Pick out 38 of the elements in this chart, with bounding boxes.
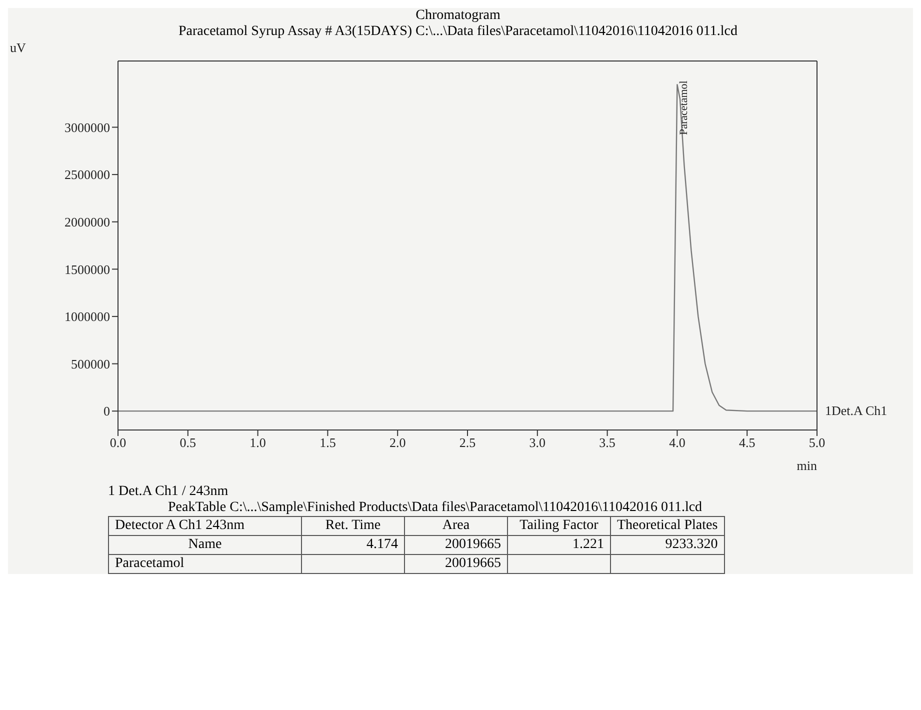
text: Name [188, 537, 222, 552]
x-tick-label: 0.5 [180, 435, 196, 450]
text: PeakTable C:\...\Sample\Finished Products\Data files\Paracetamol\11042016\11042016 011.lcd [168, 500, 704, 516]
category-label: Tailing Factor [508, 516, 610, 536]
category-label: Ret. Time [302, 516, 404, 536]
text: 20019665 [445, 556, 501, 571]
x-tick-label: 3.5 [599, 435, 616, 450]
chart-title: Chromatogram [414, 8, 502, 24]
x-tick-label: 4.0 [669, 435, 686, 450]
y-tick-label: 500000 [71, 356, 110, 372]
chart-subtitle: Paracetamol Syrup Assay # A3(15DAYS) C:\...\Data files\Paracetamol\11042016\11042016 011.lcd [177, 24, 738, 40]
text: 4.174 [366, 537, 398, 552]
x-tick-label: 5.0 [808, 435, 826, 450]
x-axis-title: min [796, 458, 818, 473]
category-label: Theoretical Plates [610, 516, 724, 536]
category-label: Area [404, 516, 508, 536]
category-label: Detector A Ch1 243nm [108, 516, 302, 536]
y-axis-title: uV [10, 40, 26, 56]
text: Paracetamol [115, 556, 184, 571]
text: 20019665 [445, 537, 501, 552]
x-tick-label: 0.0 [110, 435, 126, 450]
text: 1.221 [572, 537, 604, 552]
y-tick-label: 0 [104, 404, 110, 419]
y-tick-label: 1500000 [64, 262, 110, 277]
y-tick-label: 3000000 [64, 120, 110, 135]
y-tick-label: 2000000 [64, 214, 110, 230]
x-tick-label: 3.0 [529, 435, 546, 450]
x-tick-label: 1.5 [320, 435, 336, 450]
text: 1 Det.A Ch1 / 243nm [108, 484, 230, 500]
y-tick-label: 1000000 [64, 309, 110, 324]
series-label: 1Det.A Ch1 [825, 403, 888, 418]
x-tick-label: 4.5 [738, 435, 756, 450]
x-tick-label: 2.5 [459, 435, 476, 450]
text: 9233.320 [665, 537, 718, 552]
x-tick-label: 2.0 [389, 435, 406, 450]
y-tick-label: 2500000 [64, 167, 110, 182]
x-tick-label: 1.0 [250, 435, 266, 450]
annotation: Paracetamol [678, 80, 690, 136]
